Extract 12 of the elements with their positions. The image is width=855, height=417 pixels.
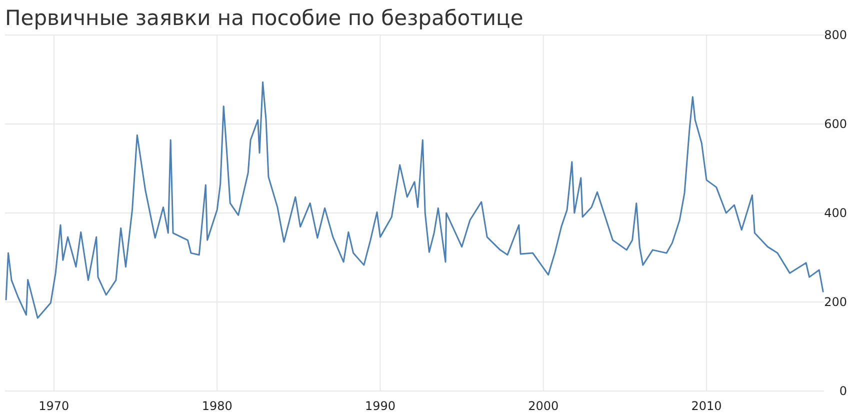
x-tick-label: 2000	[528, 399, 559, 413]
x-tick-label: 2010	[691, 399, 722, 413]
x-tick-label: 1970	[38, 399, 70, 413]
y-tick-label: 400	[824, 206, 847, 220]
y-tick-label: 600	[824, 117, 847, 131]
y-tick-label: 200	[824, 295, 847, 309]
y-tick-label: 800	[824, 28, 847, 42]
x-tick-label: 1990	[364, 399, 396, 413]
chart-title: Первичные заявки на пособие по безработице	[5, 6, 524, 30]
line-series	[5, 81, 824, 319]
y-tick-label: 0	[839, 384, 847, 398]
x-tick-label: 1980	[202, 399, 232, 413]
